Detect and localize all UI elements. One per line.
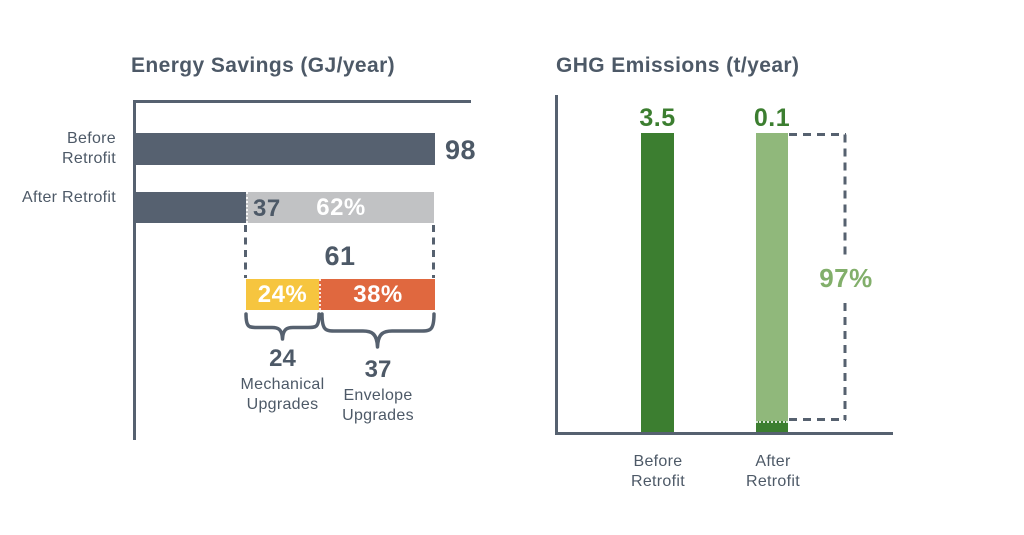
energy-after-savings-bar: 62%	[246, 192, 434, 223]
ghg-chart-title: GHG Emissions (t/year)	[556, 54, 800, 77]
energy-category-after: After Retrofit	[21, 189, 116, 206]
energy-before-bar	[136, 133, 435, 165]
energy-after-value: 37	[253, 195, 281, 222]
energy-axis-top	[133, 100, 471, 103]
envelope-upgrades-bar: 38%	[319, 279, 435, 310]
envelope-upgrades-pct: 38%	[353, 280, 403, 308]
envelope-upgrades-callout: 37 Envelope Upgrades	[330, 356, 426, 426]
energy-category-before: Before Retrofit	[62, 130, 116, 167]
energy-axis-left	[133, 100, 136, 440]
ghg-axis-bottom	[555, 432, 893, 435]
envelope-upgrades-value: 37	[364, 356, 392, 383]
energy-after-consumption-bar	[136, 192, 246, 223]
mechanical-upgrades-bar: 24%	[246, 279, 319, 310]
mechanical-upgrades-label: Mechanical Upgrades	[240, 376, 325, 413]
ghg-reduction-pct: 97%	[810, 263, 882, 294]
envelope-upgrades-label: Envelope Upgrades	[342, 387, 414, 424]
mechanical-upgrades-pct: 24%	[257, 280, 308, 308]
ghg-emissions-chart: GHG Emissions (t/year) 3.5 0.1 97% Befor…	[512, 0, 1024, 535]
ghg-before-value: 3.5	[639, 104, 676, 132]
ghg-axis-left	[555, 95, 558, 435]
mechanical-upgrades-value: 24	[269, 345, 296, 372]
energy-before-value: 98	[445, 135, 477, 165]
energy-chart-title: Energy Savings (GJ/year)	[131, 54, 396, 77]
ghg-after-value: 0.1	[753, 104, 791, 132]
energy-savings-chart: Energy Savings (GJ/year) Before Retrofit…	[21, 54, 477, 440]
energy-savings-pct-label: 62%	[316, 194, 366, 221]
mechanical-upgrades-callout: 24 Mechanical Upgrades	[232, 345, 333, 415]
ghg-before-bar	[641, 133, 674, 432]
ghg-after-avoided-bar	[756, 133, 788, 421]
ghg-after-actual-bar	[756, 421, 788, 432]
energy-savings-total: 61	[324, 241, 356, 271]
ghg-category-after: After Retrofit	[746, 453, 800, 490]
ghg-category-before: Before Retrofit	[631, 453, 685, 490]
